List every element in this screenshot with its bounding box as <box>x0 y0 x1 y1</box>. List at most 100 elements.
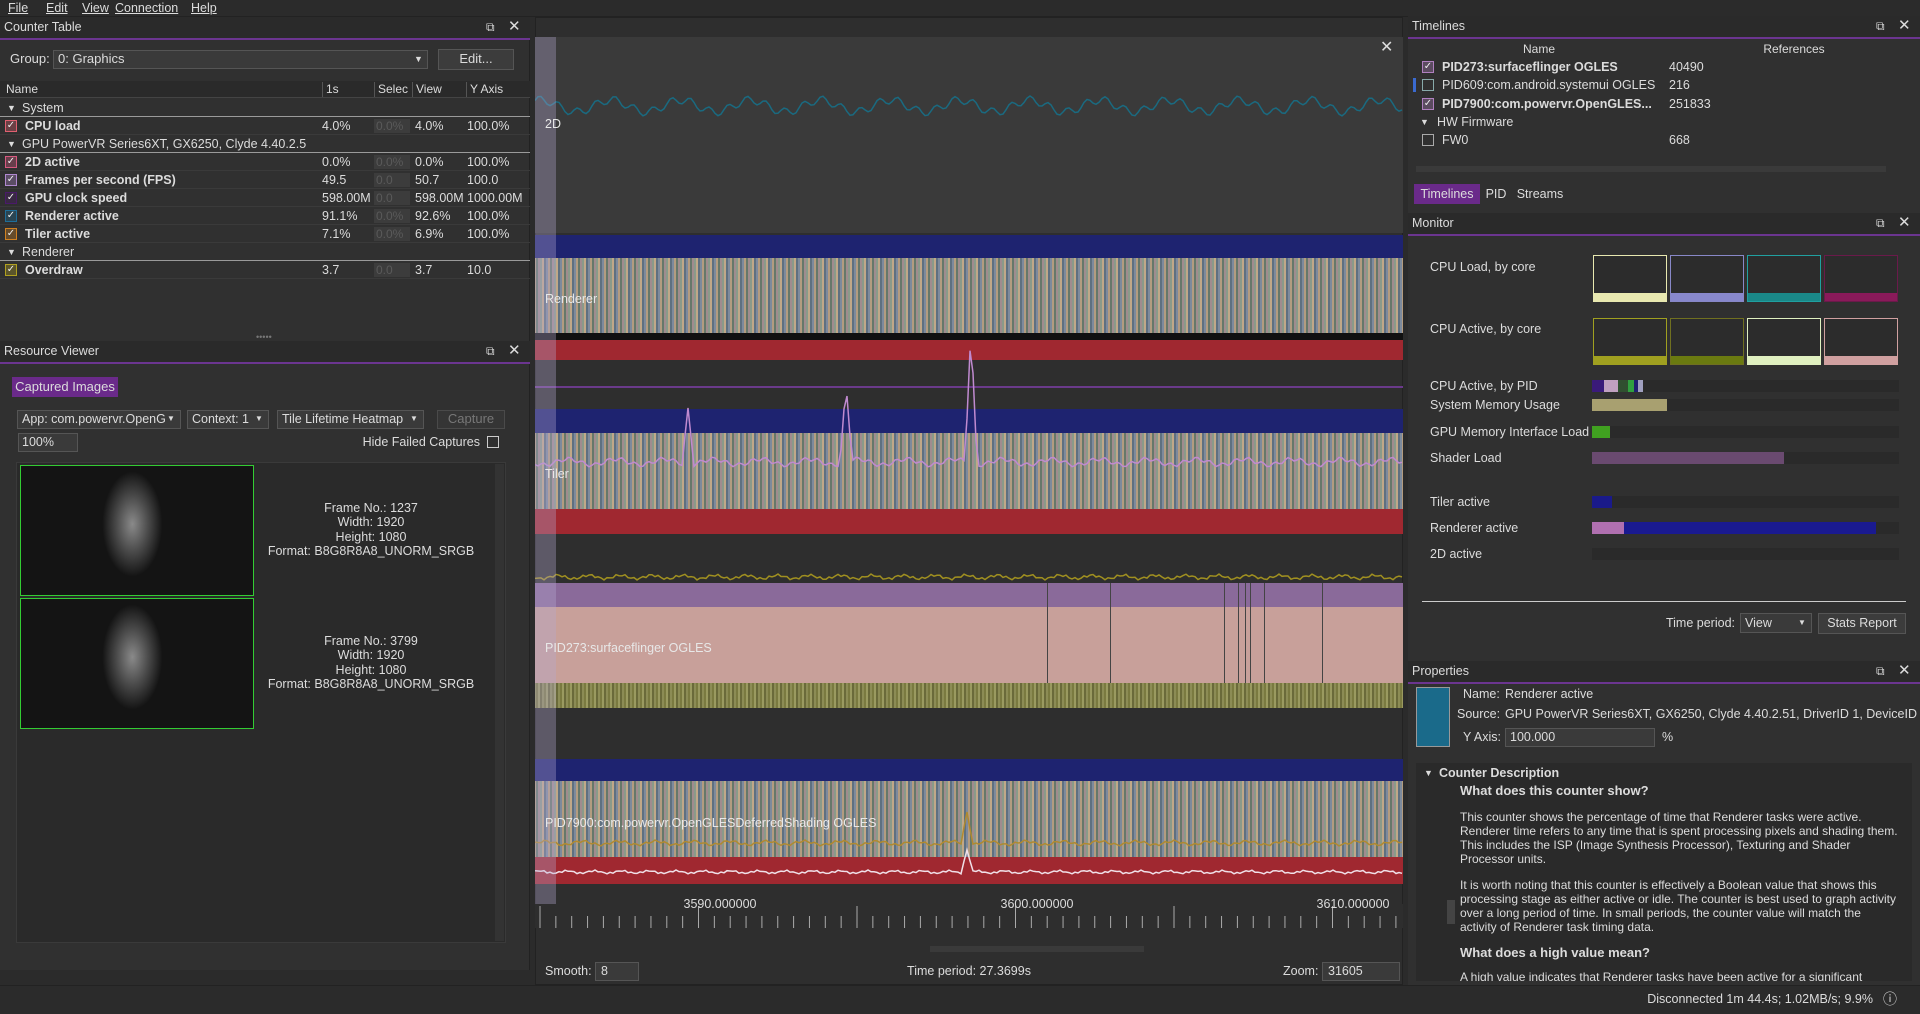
column-sep <box>412 82 413 97</box>
checkbox[interactable]: ✓ <box>5 228 17 240</box>
expand-arrow: ▼ <box>7 139 16 149</box>
monitor-label: Shader Load <box>1430 451 1502 465</box>
timeline-refs: 40490 <box>1669 60 1704 74</box>
panel-title: Properties <box>1412 664 1469 678</box>
checkbox[interactable]: ✓ <box>5 120 17 132</box>
column-name: 1s <box>326 82 339 96</box>
captured-tab[interactable] <box>12 377 118 397</box>
selection-cell <box>374 209 410 223</box>
column-sep <box>374 82 375 97</box>
combo-box[interactable] <box>277 410 424 429</box>
checkbox[interactable]: ✓ <box>5 192 17 204</box>
checkbox[interactable]: ✓ <box>5 210 17 222</box>
menu-item[interactable]: Help <box>191 1 217 15</box>
column-header <box>0 81 530 98</box>
menu-item[interactable]: File <box>8 1 29 15</box>
selection-band <box>535 37 556 904</box>
combo-box[interactable] <box>17 410 181 429</box>
tab[interactable]: PID <box>1485 187 1507 201</box>
bar-segment <box>1604 380 1618 392</box>
checkbox[interactable]: ✓ <box>1422 61 1434 73</box>
combo-box[interactable] <box>187 410 269 429</box>
zoom-spin[interactable] <box>18 433 78 452</box>
counter-cell: 0.0% <box>322 155 351 169</box>
row-line <box>0 206 530 207</box>
bar-segment <box>1592 522 1624 534</box>
description-text: It is worth noting that this counter is … <box>1460 878 1897 934</box>
checkbox[interactable]: ✓ <box>5 174 17 186</box>
tiler-stripes <box>535 433 1403 509</box>
panel-title: Timelines <box>1412 19 1466 33</box>
timeline-close[interactable]: ✕ <box>1380 39 1394 56</box>
bar-segment <box>1592 426 1610 438</box>
title-bar <box>0 17 530 38</box>
sf-band <box>535 583 1403 607</box>
edit-button-label[interactable]: Edit... <box>459 51 493 66</box>
tab[interactable]: Streams <box>1516 187 1564 201</box>
tab-active[interactable] <box>1414 184 1480 204</box>
timeline-graph[interactable] <box>535 17 1403 929</box>
float-button[interactable]: ⧉ <box>486 344 495 358</box>
checkbox[interactable] <box>1422 79 1434 92</box>
float-button[interactable]: ⧉ <box>1876 19 1885 33</box>
menu-item[interactable]: Connection <box>115 1 179 15</box>
monitor-label: GPU Memory Interface Load <box>1430 425 1590 439</box>
group-name: GPU PowerVR Series6XT, GX6250, Clyde 4.4… <box>22 137 307 151</box>
capture-label[interactable]: Capture <box>447 411 495 426</box>
track-label: 2D <box>545 117 561 131</box>
smooth-spin[interactable] <box>595 962 639 981</box>
checkbox[interactable]: ✓ <box>5 264 17 276</box>
float-button[interactable]: ⧉ <box>1876 216 1885 230</box>
expand-arrow: ▼ <box>7 247 16 257</box>
group-combo[interactable] <box>53 50 428 69</box>
axis-bar <box>535 904 1403 928</box>
stats-button-label[interactable]: Stats Report <box>1827 616 1897 630</box>
yaxis-value: 100.000 <box>1510 730 1556 744</box>
counter-cell: 50.7 <box>415 173 440 187</box>
yaxis-spin[interactable] <box>1505 728 1655 747</box>
counter-name: CPU load <box>25 119 81 133</box>
renderer-stripes <box>535 258 1403 333</box>
checkbox[interactable]: ✓ <box>1422 97 1434 110</box>
edit-button[interactable] <box>438 49 514 70</box>
capture-thumbnail[interactable] <box>20 465 254 596</box>
counter-name: Tiler active <box>25 227 91 241</box>
panel-title: Monitor <box>1412 216 1454 230</box>
counter-cell: 598.00M <box>415 191 464 205</box>
tab[interactable]: Timelines <box>1420 187 1474 201</box>
zoom-value: 31605 <box>1328 964 1363 978</box>
counter-cell: 49.5 <box>322 173 347 187</box>
checkbox[interactable] <box>1422 134 1434 146</box>
renderer-band <box>535 235 1403 258</box>
menu-item[interactable]: View <box>82 1 109 15</box>
zoom-spin[interactable] <box>1322 962 1400 981</box>
float-button[interactable]: ⧉ <box>486 20 495 34</box>
hide-failed-checkbox[interactable] <box>487 436 499 448</box>
checkbox[interactable]: ✓ <box>5 156 17 168</box>
combo-arrow: ▼ <box>1798 618 1806 627</box>
menu-item[interactable]: Edit <box>46 1 68 15</box>
panel-title: Resource Viewer <box>4 344 99 358</box>
selection-cell <box>374 173 410 187</box>
counter-cell: 100.0% <box>467 119 510 133</box>
close-button[interactable]: ✕ <box>1898 214 1911 231</box>
capture-info: Frame No.: 3799 <box>324 634 418 648</box>
track-label: PID7900:com.powervr.OpenGLESDeferredShad… <box>545 816 877 830</box>
close-button[interactable]: ✕ <box>508 342 521 359</box>
counter-cell: 92.6% <box>415 209 451 223</box>
captured-tab-label[interactable]: Captured Images <box>15 379 115 394</box>
close-button[interactable]: ✕ <box>1898 662 1911 679</box>
close-button[interactable]: ✕ <box>1898 17 1911 34</box>
desc-scrollbar <box>1447 900 1455 924</box>
time-period-combo[interactable] <box>1740 613 1812 633</box>
combo-arrow: ▼ <box>255 414 263 423</box>
app-band <box>535 759 1403 781</box>
counter-cell: 100.0% <box>467 227 510 241</box>
close-button[interactable]: ✕ <box>508 18 521 35</box>
capture-button[interactable] <box>437 410 505 429</box>
capture-thumbnail[interactable] <box>20 598 254 729</box>
stats-button[interactable] <box>1818 613 1906 634</box>
float-button[interactable]: ⧉ <box>1876 664 1885 678</box>
core-fill <box>1825 293 1897 301</box>
counter-cell: 100.0 <box>467 173 499 187</box>
